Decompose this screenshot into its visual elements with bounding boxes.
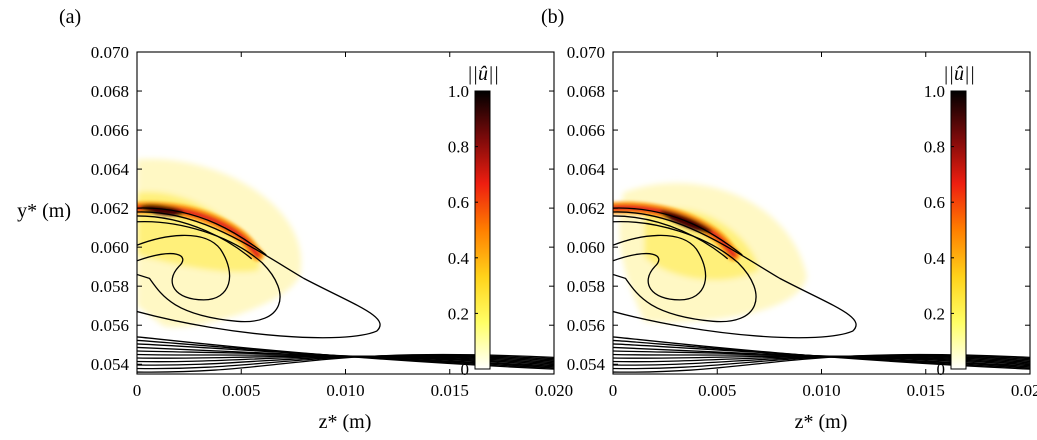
panel-b-contour-wedge-2 xyxy=(613,339,1030,369)
panel-a-y-tick-label: 0.054 xyxy=(91,355,130,374)
panel-b-contour-wedge-8 xyxy=(613,355,1030,363)
panel-a-colorbar-tick-label: 0.6 xyxy=(448,193,469,212)
panel-a-colorbar-tick-label: 0.4 xyxy=(448,249,470,268)
panel-b-colorbar-tick-label: 1.0 xyxy=(924,82,945,101)
panel-a-contour-middle xyxy=(137,221,281,323)
panel-b-contour-edge-1 xyxy=(613,207,743,256)
panel-a-contour-wedge-6 xyxy=(137,353,554,364)
panel-a-x-axis-label: z* (m) xyxy=(319,411,372,433)
panel-b-colorbar-gradient xyxy=(950,90,967,370)
panel-b-tag: (b) xyxy=(541,6,564,28)
panel-b-colorbar-tick-label: 0.2 xyxy=(924,304,945,323)
panel-a-y-tick-label: 0.058 xyxy=(91,277,129,296)
panel-a-y-tick-label: 0.068 xyxy=(91,82,129,101)
panel-b-contour-wedge-10 xyxy=(613,354,1030,370)
panel-a-colorbar: 0 0.2 0.4 0.6 0.8 1.0 xyxy=(448,82,491,379)
panel-b-halo-inner xyxy=(644,208,759,281)
panel-a-y-tick-label: 0.070 xyxy=(91,43,129,62)
panel-a-y-tick-label: 0.066 xyxy=(91,121,129,140)
panel-a-colorbar-gradient xyxy=(474,90,491,370)
panel-a-contour-wedge-3 xyxy=(137,343,554,368)
panel-b-colorbar: 0 0.2 0.4 0.6 0.8 1.0 xyxy=(924,82,967,379)
panel-a-contours xyxy=(137,207,554,373)
panel-b-contour-wedge-4 xyxy=(613,346,1030,367)
panel-b-colorbar-tick-label: 0.4 xyxy=(924,249,946,268)
panel-a-contour-wedge-10 xyxy=(137,354,554,370)
panel-b-x-tick-label: 0.005 xyxy=(698,381,736,400)
panel-a-tag: (a) xyxy=(59,6,81,28)
panel-b-y-tick-label: 0.066 xyxy=(567,121,605,140)
panel-a-x-tick-label: 0.020 xyxy=(535,381,573,400)
panel-a-contour-outer xyxy=(137,211,381,339)
panel-a-contour-wedge-8 xyxy=(137,355,554,363)
panel-b-contour-wedge-3 xyxy=(613,343,1030,368)
panel-b-x-ticks: 0 0.005 0.010 0.015 0.020 xyxy=(609,52,1037,400)
panel-b-contour-wedge-1 xyxy=(613,336,1030,370)
panel-a-y-tick-label: 0.062 xyxy=(91,199,129,218)
panel-a-colorbar-tick-label: 0 xyxy=(461,360,470,379)
panel-b-y-tick-label: 0.058 xyxy=(567,277,605,296)
panel-a-y-axis-label: y* (m) xyxy=(17,200,71,222)
panel-b-y-tick-label: 0.068 xyxy=(567,82,605,101)
panel-a-contour-wedge-9 xyxy=(137,355,554,366)
panel-b-x-axis-label: z* (m) xyxy=(795,411,848,433)
panel-b-y-tick-label: 0.070 xyxy=(567,43,605,62)
panel-b-contour-edge-2 xyxy=(613,215,729,260)
panel-b-y-tick-label: 0.064 xyxy=(567,160,606,179)
panel-a-x-tick-label: 0.010 xyxy=(326,381,364,400)
panel-a-contour-inner xyxy=(137,234,231,301)
panel-a-x-ticks: 0 0.005 0.010 0.015 0.020 xyxy=(133,52,573,400)
panel-b-field xyxy=(613,183,807,323)
panel-b-y-tick-label: 0.062 xyxy=(567,199,605,218)
panel-a-colorbar-label: ||û|| xyxy=(467,63,499,85)
panel-b-contour-wedge-11 xyxy=(613,353,1030,373)
panel-a-x-tick-label: 0.005 xyxy=(222,381,260,400)
panel-b-x-tick-label: 0 xyxy=(609,381,618,400)
panel-a-contour-wedge-1 xyxy=(137,336,554,370)
panel-a-x-tick-label: 0 xyxy=(133,381,142,400)
panel-a: (a) 0 0.005 0.010 0.015 0.020 0.0540.0560.05… xyxy=(17,6,573,433)
panel-a-colorbar-tick-label: 0.2 xyxy=(448,304,469,323)
panel-a-peak xyxy=(140,204,184,216)
panel-a-colorbar-tick-label: 0.8 xyxy=(448,138,469,157)
panel-b-contour-wedge-7 xyxy=(613,355,1030,363)
panel-b-contours xyxy=(613,207,1030,373)
panel-b-x-tick-label: 0.010 xyxy=(802,381,840,400)
panel-b-colorbar-tick-label: 0.8 xyxy=(924,138,945,157)
panel-b-contour-wedge-9 xyxy=(613,355,1030,366)
panel-a-field xyxy=(137,158,302,328)
panel-a-y-tick-label: 0.060 xyxy=(91,238,129,257)
panel-b-y-tick-label: 0.060 xyxy=(567,238,605,257)
panel-b-colorbar-tick-label: 0 xyxy=(937,360,946,379)
panel-b-contour-outer xyxy=(613,211,857,339)
panel-a-contour-wedge-11 xyxy=(137,353,554,373)
panel-a-contour-edge-1 xyxy=(137,207,267,256)
panel-b-contour-middle xyxy=(613,221,757,323)
panel-a-contour-edge-2 xyxy=(137,215,253,260)
panel-a-x-tick-label: 0.015 xyxy=(431,381,469,400)
panel-a-y-ticks: 0.054 0.056 0.058 0.060 0.062 0.064 0.066 0.068… xyxy=(91,43,554,374)
panel-b-colorbar-label: ||û|| xyxy=(943,63,975,85)
panel-a-colorbar-tick-label: 1.0 xyxy=(448,82,469,101)
panel-a-y-tick-label: 0.056 xyxy=(91,316,129,335)
panel-b-y-tick-label: 0.054 xyxy=(567,355,606,374)
panel-a-contour-wedge-4 xyxy=(137,346,554,367)
panel-a-contour-wedge-5 xyxy=(137,350,554,366)
panel-b-contour-wedge-5 xyxy=(613,350,1030,366)
panel-b-contour-inner xyxy=(613,234,707,301)
panel-b-contour-wedge-6 xyxy=(613,353,1030,364)
panel-a-y-tick-label: 0.064 xyxy=(91,160,130,179)
panel-b-x-tick-label: 0.020 xyxy=(1011,381,1037,400)
panel-b-x-tick-label: 0.015 xyxy=(907,381,945,400)
panel-b-y-ticks: 0.054 0.056 0.058 0.060 0.062 0.064 0.066 0.068… xyxy=(567,43,1030,374)
panel-b-colorbar-tick-label: 0.6 xyxy=(924,193,945,212)
panel-b-y-tick-label: 0.056 xyxy=(567,316,605,335)
panel-a-contour-wedge-7 xyxy=(137,355,554,363)
panel-a-contour-wedge-2 xyxy=(137,339,554,369)
